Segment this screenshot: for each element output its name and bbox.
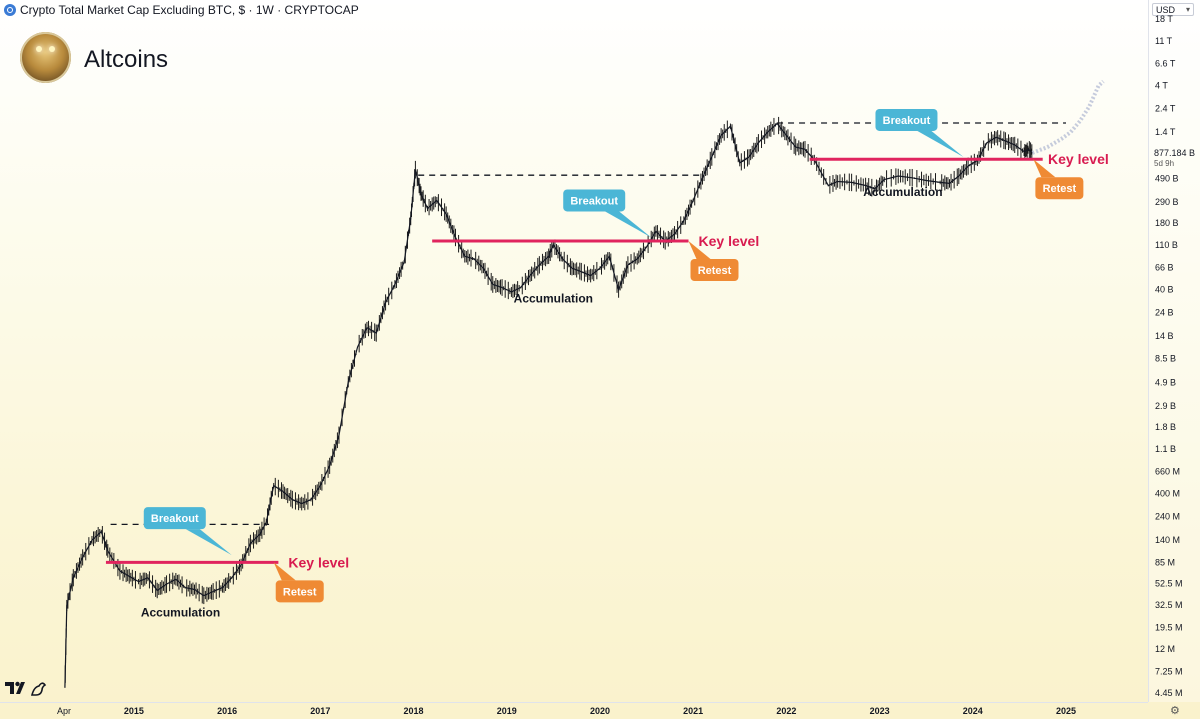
retest-pointer [688,240,711,259]
price-axis[interactable] [1148,0,1200,702]
y-tick-label: 1.1 B [1155,444,1176,454]
x-tick-label: 2018 [404,706,424,716]
x-tick-label: 2017 [310,706,330,716]
y-tick-label: 2.4 T [1155,103,1176,113]
breakout-pointer [917,130,964,157]
retest-box [1035,177,1084,200]
breakout-callout: Breakout [563,189,652,238]
retest-label: Retest [698,265,732,277]
y-tick-label: 8.5 B [1155,353,1176,363]
y-tick-label: 24 B [1155,307,1174,317]
x-tick-label: 2020 [590,706,610,716]
breakout-pointer [605,211,652,238]
y-tick-label: 1.8 B [1155,422,1176,432]
bar-countdown: 5d 9h [1154,159,1174,168]
currency-select[interactable]: USD [1152,3,1194,16]
breakout-callout: Breakout [143,507,232,556]
x-tick-label: 2015 [124,706,144,716]
current-price-tag: 877.184 B5d 9h [1154,148,1195,168]
y-tick-label: 4.9 B [1155,378,1176,388]
x-tick-label: 2016 [217,706,237,716]
y-tick-label: 180 B [1155,218,1179,228]
price-series-line [64,122,1033,688]
y-tick-label: 66 B [1155,262,1174,272]
chart-header: Crypto Total Market Cap Excluding BTC, $… [0,0,1148,20]
x-tick-label: Apr [57,706,71,716]
x-tick-label: 2021 [683,706,703,716]
key-level-label: Key level [699,233,760,249]
retest-pointer [273,562,296,581]
y-tick-label: 4 T [1155,81,1168,91]
brand-title: Altcoins [84,46,169,73]
x-tick-label: 2019 [497,706,517,716]
accumulation-label: Accumulation [514,291,593,305]
breakout-pointer [185,529,232,556]
y-tick-label: 4.45 M [1155,688,1183,698]
key-level-label: Key level [288,554,349,570]
y-tick-label: 14 B [1155,331,1174,341]
breakout-label: Breakout [151,513,199,525]
y-tick-label: 660 M [1155,467,1180,477]
retest-callout: Retest [688,240,739,281]
y-tick-label: 52.5 M [1155,579,1183,589]
avatar-eye-left [36,46,42,52]
y-tick-label: 140 M [1155,535,1180,545]
y-tick-label: 2.9 B [1155,401,1176,411]
accumulation-label: Accumulation [863,185,942,199]
symbol-title[interactable]: Crypto Total Market Cap Excluding BTC, $… [20,3,359,17]
tradingview-logo-icon[interactable] [4,678,50,703]
retest-label: Retest [283,586,317,598]
key-level-label: Key level [1048,151,1109,167]
breakout-box [563,189,626,212]
avatar-eye-right [49,46,55,52]
profile-avatar-icon [20,32,71,83]
breakout-callout: Breakout [875,108,964,157]
y-tick-label: 11 T [1155,36,1173,46]
y-tick-label: 18 T [1155,14,1173,24]
x-tick-label: 2023 [870,706,890,716]
breakout-label: Breakout [570,195,618,207]
breakout-box [143,507,206,530]
y-tick-label: 19.5 M [1155,623,1183,633]
retest-label: Retest [1043,183,1077,195]
breakout-label: Breakout [883,115,931,127]
retest-box [275,580,324,603]
x-tick-label: 2022 [776,706,796,716]
settings-gear-icon[interactable]: ⚙ [1170,705,1180,717]
y-tick-label: 1.4 T [1155,127,1176,137]
y-tick-label: 32.5 M [1155,600,1183,610]
x-tick-label: 2024 [963,706,983,716]
retest-box [690,258,739,281]
y-tick-label: 490 B [1155,174,1179,184]
accumulation-label: Accumulation [141,606,220,620]
y-tick-label: 40 B [1155,285,1174,295]
y-tick-label: 6.6 T [1155,58,1176,68]
retest-callout: Retest [273,562,324,603]
y-tick-label: 7.25 M [1155,666,1183,676]
projection-series-line [1031,79,1105,155]
time-axis[interactable] [0,702,1148,720]
y-tick-label: 400 M [1155,489,1180,499]
x-tick-label: 2025 [1056,706,1076,716]
retest-callout: Retest [1033,159,1084,200]
y-tick-label: 110 B [1155,240,1178,250]
y-tick-label: 12 M [1155,644,1175,654]
y-tick-label: 290 B [1155,197,1179,207]
y-tick-label: 240 M [1155,511,1180,521]
retest-pointer [1033,159,1056,178]
current-price-value: 877.184 B [1154,148,1195,158]
crypto-cap-icon [4,4,16,16]
y-tick-label: 85 M [1155,557,1175,567]
breakout-box [875,108,938,131]
